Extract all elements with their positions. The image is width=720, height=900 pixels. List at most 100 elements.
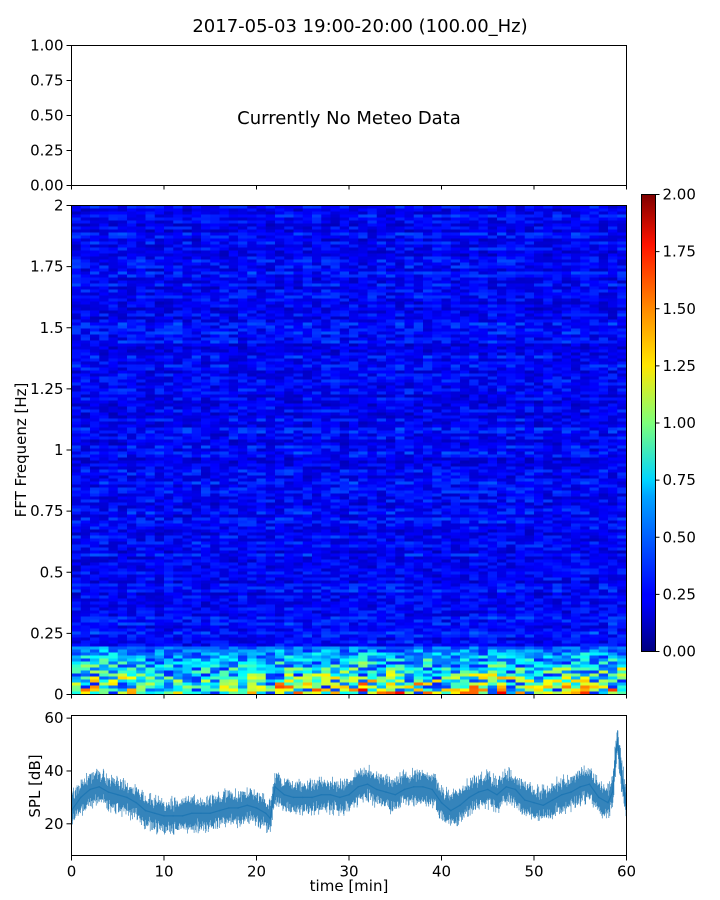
spectrogram-cell	[589, 343, 600, 347]
spectrogram-cell	[376, 238, 387, 242]
spectrogram-cell	[90, 364, 100, 368]
spectrogram-cell	[478, 235, 489, 239]
spectrogram-cell	[413, 205, 424, 209]
spectrogram-cell	[515, 268, 526, 272]
spectrogram-cell	[136, 244, 146, 248]
spectrogram-cell	[71, 271, 82, 275]
spectrogram-cell	[524, 436, 535, 440]
spectrogram-cell	[552, 304, 563, 308]
spectrogram-cell	[219, 394, 230, 398]
spectrogram-cell	[164, 376, 174, 380]
spectrogram-cell	[302, 274, 313, 278]
spectrogram-cell	[173, 244, 183, 248]
spectrogram-cell	[117, 379, 128, 383]
spectrogram-cell	[275, 445, 285, 449]
spectrogram-cell	[376, 403, 387, 407]
spectrogram-cell	[80, 247, 91, 251]
spectrogram-cell	[450, 343, 461, 347]
spectrogram-cell	[330, 286, 341, 290]
spectrogram-cell	[515, 403, 526, 407]
spectrogram-cell	[201, 220, 211, 224]
spectrogram-cell	[312, 274, 322, 278]
spectrogram-cell	[265, 313, 276, 317]
spectrogram-cell	[164, 265, 174, 269]
spectrogram-cell	[247, 259, 257, 263]
spectrogram-cell	[108, 310, 119, 314]
spectrogram-cell	[71, 331, 82, 335]
spectrogram-cell	[312, 301, 322, 305]
spectrogram-cell	[154, 412, 165, 416]
spectrogram-cell	[99, 448, 109, 452]
spectrogram-cell	[312, 244, 322, 248]
spectrogram-cell	[487, 277, 498, 281]
spectrogram-cell	[441, 391, 452, 395]
spectrogram-cell	[589, 220, 600, 224]
spectrogram-cell	[552, 244, 563, 248]
spectrogram-cell	[358, 268, 368, 272]
spectrogram-cell	[127, 280, 137, 284]
spectrogram-cell	[265, 292, 276, 296]
spectrogram-cell	[145, 418, 156, 422]
spectrogram-cell	[386, 397, 396, 401]
spectrogram-cell	[182, 400, 193, 404]
spectrogram-cell	[460, 418, 470, 422]
spectrogram-cell	[580, 298, 590, 302]
spectrogram-cell	[275, 451, 285, 455]
spectrogram-cell	[71, 409, 82, 413]
spectrogram-cell	[571, 358, 581, 362]
spectrogram-cell	[265, 391, 276, 395]
spectrogram-cell	[571, 436, 581, 440]
spectrogram-cell	[321, 262, 331, 266]
spectrogram-cell	[210, 247, 220, 251]
spectrogram-cell	[376, 211, 387, 215]
spectrogram-cell	[117, 274, 128, 278]
spectrogram-cell	[127, 238, 137, 242]
spectrogram-cell	[386, 307, 396, 311]
spectrogram-cell	[117, 238, 128, 242]
spectrogram-cell	[136, 388, 146, 392]
spectrogram-cell	[80, 436, 91, 440]
spectrogram-cell	[580, 361, 590, 365]
spectrogram-cell	[284, 250, 294, 254]
spectrogram-cell	[552, 295, 563, 299]
spectrogram-cell	[173, 391, 183, 395]
spectrogram-cell	[460, 271, 470, 275]
spectrogram-cell	[302, 247, 313, 251]
spectrogram-cell	[284, 406, 294, 410]
spectrogram-cell	[413, 217, 424, 221]
spectrogram-cell	[238, 289, 248, 293]
spectrogram-cell	[173, 415, 183, 419]
spectrogram-cell	[534, 445, 544, 449]
spectrogram-cell	[571, 238, 581, 242]
spectrogram-cell	[71, 277, 82, 281]
spectrogram-cell	[238, 403, 248, 407]
spectrogram-cell	[580, 355, 590, 359]
spectrogram-cell	[108, 253, 119, 257]
spectrogram-cell	[284, 217, 294, 221]
spectrogram-cell	[515, 385, 526, 389]
spectrogram-cell	[238, 448, 248, 452]
spectrogram-cell	[413, 301, 424, 305]
spectrogram-cell	[99, 355, 109, 359]
spectrogram-cell	[275, 247, 285, 251]
spectrogram-cell	[404, 268, 415, 272]
spectrogram-cell	[395, 241, 405, 245]
spectrogram-cell	[164, 361, 174, 365]
spectrogram-cell	[99, 301, 109, 305]
spectrogram-cell	[497, 436, 507, 440]
spectrogram-cell	[598, 367, 609, 371]
spectrogram-cell	[432, 385, 442, 389]
spectrogram-cell	[238, 391, 248, 395]
spectrogram-cell	[367, 226, 378, 230]
spectrogram-cell	[321, 340, 331, 344]
spectrogram-cell	[284, 403, 294, 407]
spectrogram-cell	[302, 316, 313, 320]
spectrogram-cell	[127, 394, 137, 398]
spectrogram-cell	[191, 385, 202, 389]
spectrogram-cell	[571, 340, 581, 344]
spectrogram-cell	[469, 358, 479, 362]
spectrogram-cell	[395, 298, 405, 302]
spectrogram-cell	[395, 214, 405, 218]
spectrogram-cell	[80, 223, 91, 227]
spectrogram-cell	[154, 253, 165, 257]
